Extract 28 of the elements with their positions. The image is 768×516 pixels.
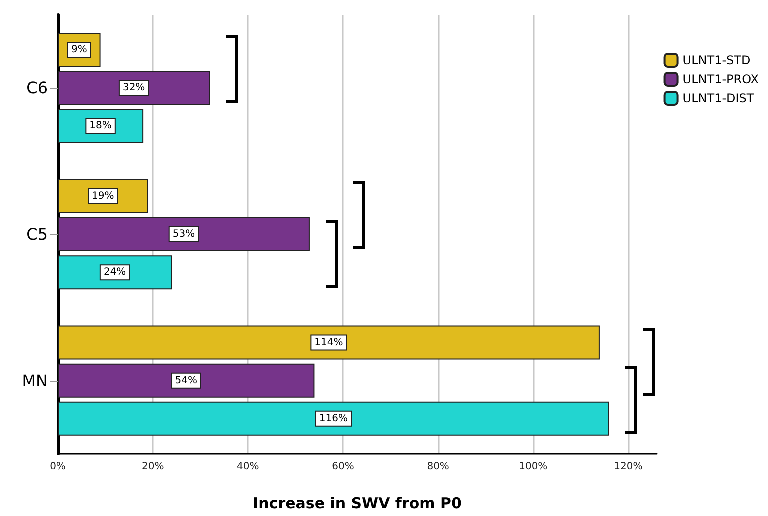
data-label: 54% bbox=[175, 375, 198, 386]
data-label: 53% bbox=[172, 229, 196, 240]
legend-label: ULNT1-STD bbox=[682, 54, 751, 68]
x-tick-label: 20% bbox=[142, 462, 164, 472]
legend-label: ULNT1-DIST bbox=[682, 92, 755, 106]
bar bbox=[58, 218, 310, 252]
data-label: 32% bbox=[122, 82, 146, 94]
legend-label: ULNT1-PROX bbox=[682, 72, 760, 86]
bar bbox=[58, 364, 315, 398]
x-tick-label: 80% bbox=[427, 462, 450, 472]
data-label: 24% bbox=[104, 267, 126, 278]
data-label: 19% bbox=[92, 190, 114, 202]
data-label: 18% bbox=[90, 120, 112, 132]
y-tick-label: MN bbox=[22, 371, 48, 390]
x-tick-label: 100% bbox=[519, 462, 548, 472]
data-label: 116% bbox=[319, 413, 348, 424]
x-tick-label: 40% bbox=[237, 462, 260, 472]
data-label: 9% bbox=[71, 44, 88, 56]
bar bbox=[58, 71, 210, 106]
x-tick-label: 120% bbox=[614, 462, 643, 472]
y-tick-label: C6 bbox=[26, 78, 48, 98]
x-tick-label: 0% bbox=[50, 462, 66, 472]
x-tick-label: 60% bbox=[332, 462, 354, 472]
bar bbox=[58, 326, 600, 360]
bar bbox=[58, 402, 610, 436]
y-tick-label: C5 bbox=[26, 225, 48, 244]
data-label: 114% bbox=[314, 337, 344, 348]
x-axis-title: Increase in SWV from P0 bbox=[253, 494, 462, 512]
